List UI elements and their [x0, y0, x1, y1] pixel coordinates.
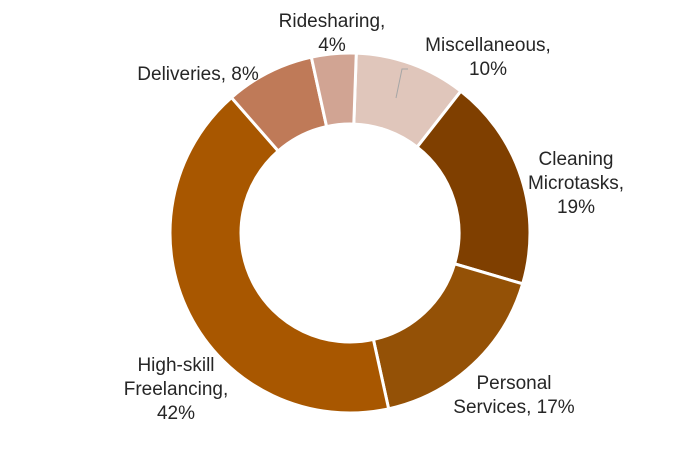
slices-group: [168, 51, 532, 415]
slice-label-line: Miscellaneous,: [425, 35, 551, 56]
slice-label-line: 19%: [557, 197, 595, 218]
slice-label: High-skill Freelancing, 42%: [124, 355, 229, 424]
leader-line-miscellaneous: [395, 68, 408, 99]
slice-label: Ridesharing, 4%: [279, 11, 386, 56]
donut-slice: [309, 51, 358, 129]
slice-label: Cleaning Microtasks, 19%: [528, 149, 624, 218]
slice-label: Deliveries, 8%: [137, 64, 259, 85]
slice-label-line: 42%: [157, 403, 195, 424]
slice-label-line: Ridesharing,: [279, 11, 386, 32]
slice-label-line: Deliveries, 8%: [137, 64, 259, 85]
slice-label-line: 4%: [318, 35, 346, 56]
slice-label-line: Cleaning: [539, 149, 614, 170]
slice-label-line: High-skill: [137, 355, 214, 376]
donut-slice: [168, 95, 391, 415]
slice-label-line: 10%: [469, 59, 507, 80]
slice-label-line: Personal: [477, 373, 552, 394]
donut-slice: [415, 89, 532, 286]
slice-label-line: Services, 17%: [453, 397, 575, 418]
slice-label-line: Microtasks,: [528, 173, 624, 194]
slice-label: Miscellaneous, 10%: [425, 35, 551, 80]
slice-label-line: Freelancing,: [124, 379, 229, 400]
labels-group: Miscellaneous, 10% Cleaning Microtasks, 19% P…: [124, 11, 624, 424]
slice-label: Personal Services, 17%: [453, 373, 575, 418]
